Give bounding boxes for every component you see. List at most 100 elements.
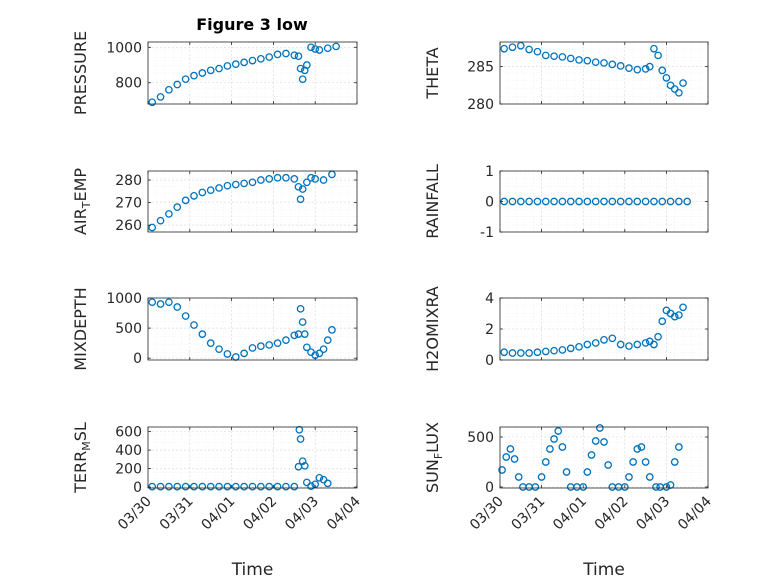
data-point	[165, 298, 173, 307]
data-point	[625, 64, 633, 72]
data-point	[616, 340, 625, 349]
data-point	[223, 181, 232, 190]
axes-frame	[147, 426, 358, 489]
data-point	[290, 51, 299, 60]
x-tick-label: 04/02	[592, 494, 632, 534]
data-point	[654, 332, 662, 341]
y-tick-label: 1	[485, 164, 494, 180]
data-point	[206, 66, 215, 75]
y-tick-label: 0	[133, 351, 142, 367]
data-point	[290, 482, 299, 491]
data-point	[637, 443, 646, 451]
axes-frame	[147, 41, 358, 105]
y-tick-label: 500	[467, 430, 494, 446]
data-point	[223, 62, 232, 70]
data-point	[558, 346, 567, 354]
data-point	[650, 197, 658, 206]
data-point	[541, 51, 550, 60]
data-point	[323, 479, 332, 488]
data-point	[604, 461, 613, 469]
data-point	[679, 79, 687, 87]
data-point	[302, 178, 311, 187]
axes-frame	[499, 41, 709, 105]
data-point	[231, 60, 240, 68]
data-point	[282, 482, 290, 491]
data-point	[296, 304, 305, 313]
data-point	[248, 482, 257, 491]
data-point	[641, 339, 650, 347]
data-point	[508, 349, 517, 357]
y-tick-label: 1000	[106, 40, 142, 56]
data-point	[315, 349, 324, 358]
x-tick-label: 04/03	[282, 494, 322, 534]
data-point	[508, 43, 517, 52]
axes-frame	[147, 170, 358, 233]
data-point	[257, 482, 265, 491]
data-point	[265, 341, 274, 349]
data-point	[625, 473, 633, 481]
subplot-h2omixra: 0 2 4 H2OMIXRA	[423, 286, 709, 372]
data-point	[265, 482, 274, 491]
y-axis-label: THETA	[423, 47, 442, 99]
x-tick-label: 04/01	[550, 494, 590, 534]
data-point	[257, 176, 265, 184]
data-point	[583, 340, 592, 349]
data-point	[165, 85, 173, 94]
data-point	[231, 180, 240, 189]
data-point	[641, 197, 650, 206]
data-point	[506, 445, 515, 453]
data-point	[173, 482, 182, 491]
data-point	[510, 455, 519, 463]
data-point	[323, 336, 332, 344]
data-point	[600, 438, 608, 446]
data-point	[173, 80, 182, 89]
y-tick-label: 400	[115, 443, 142, 459]
data-point	[294, 52, 303, 61]
data-point	[675, 197, 683, 206]
data-point	[298, 185, 307, 193]
axes-frame	[147, 297, 358, 361]
data-point	[215, 64, 223, 73]
data-point	[319, 176, 328, 184]
x-axis-label: Time	[582, 560, 625, 580]
data-point	[190, 192, 198, 200]
data-point	[533, 348, 542, 357]
data-point	[248, 178, 257, 187]
data-point	[516, 197, 525, 206]
data-point	[290, 331, 299, 340]
data-point	[600, 59, 608, 67]
data-point	[595, 424, 604, 432]
data-point	[311, 175, 320, 183]
data-point	[300, 461, 309, 470]
data-point	[502, 453, 511, 461]
data-point	[558, 443, 567, 451]
data-point	[181, 312, 190, 320]
subplot-mixdepth: 0 500 1000 MIXDEPTH	[71, 287, 358, 371]
data-point	[198, 482, 207, 491]
data-point	[257, 342, 265, 351]
data-point	[173, 303, 182, 311]
data-point	[215, 482, 223, 491]
data-point	[181, 482, 190, 491]
data-point	[240, 349, 248, 358]
data-point	[608, 334, 617, 343]
subplot-sun-flux: 0 500 03/30 03/31 04/01 04/02 04/03 04/04 SUNFLU…	[423, 422, 715, 580]
data-point	[591, 339, 600, 347]
data-point	[558, 197, 567, 206]
y-tick-label: 0	[485, 195, 494, 211]
data-point	[658, 317, 667, 326]
data-point	[683, 197, 692, 206]
data-point	[311, 45, 320, 53]
data-point	[546, 445, 554, 453]
data-point	[282, 173, 290, 182]
data-point	[670, 312, 679, 321]
data-point	[173, 203, 182, 211]
data-point	[550, 197, 558, 206]
y-tick-label: 0	[133, 480, 142, 496]
data-point	[554, 427, 563, 435]
y-tick-label: 0	[485, 353, 494, 369]
data-point	[608, 197, 617, 206]
data-point	[608, 60, 617, 69]
x-tick-label: 04/04	[675, 493, 715, 533]
data-point	[508, 197, 517, 206]
